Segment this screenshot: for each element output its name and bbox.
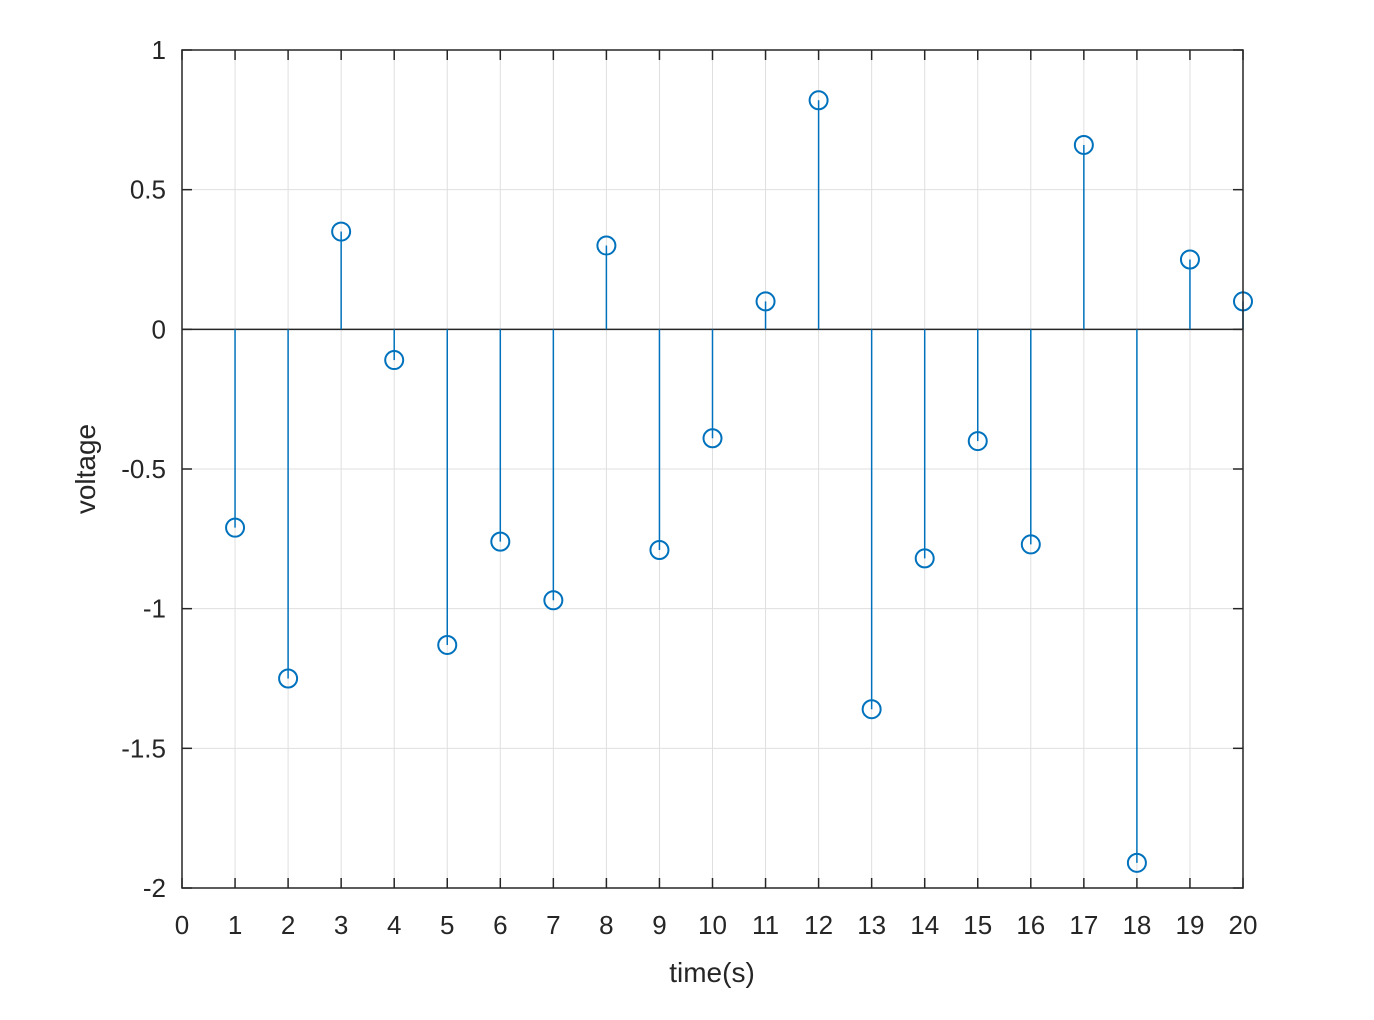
tick-marks — [181, 49, 1244, 889]
stem-marker — [649, 540, 670, 561]
x-tick-label: 19 — [1175, 910, 1204, 940]
x-tick-label: 18 — [1122, 910, 1151, 940]
stem-marker — [437, 634, 458, 655]
stem-lines — [234, 100, 1244, 863]
x-tick-label: 7 — [546, 910, 560, 940]
stem-marker — [1020, 534, 1041, 555]
y-axis-label: voltage — [70, 424, 101, 514]
stem-marker — [543, 590, 564, 611]
stem-marker — [914, 548, 935, 569]
stem-marker — [384, 350, 405, 371]
x-tick-label: 5 — [440, 910, 454, 940]
stem-marker — [755, 291, 776, 312]
data-markers — [225, 90, 1253, 873]
x-axis-label: time(s) — [669, 957, 755, 988]
stem-marker — [1073, 134, 1094, 155]
stem-marker — [702, 428, 723, 449]
x-tick-label: 16 — [1016, 910, 1045, 940]
stem-marker — [967, 431, 988, 452]
stem-marker — [1179, 249, 1200, 270]
stem-marker — [1126, 852, 1147, 873]
x-tick-label: 11 — [752, 910, 779, 940]
x-tick-label: 8 — [599, 910, 613, 940]
x-tick-label: 2 — [281, 910, 295, 940]
x-tick-labels: 0 1 2 3 4 5 6 7 8 9 10 11 12 13 14 15 16 17 18 19 20 — [175, 910, 1258, 940]
stem-marker — [278, 668, 299, 689]
y-tick-label: -1 — [143, 594, 166, 624]
x-tick-label: 0 — [175, 910, 189, 940]
x-tick-label: 4 — [387, 910, 401, 940]
y-tick-label: 0.5 — [130, 175, 166, 205]
stem-marker — [225, 517, 246, 538]
y-tick-label: -1.5 — [121, 733, 166, 763]
stem-marker — [808, 90, 829, 111]
x-tick-label: 13 — [857, 910, 886, 940]
x-tick-label: 1 — [228, 910, 242, 940]
stem-marker — [490, 531, 511, 552]
y-tick-labels: -2 -1.5 -1 -0.5 0 0.5 1 — [121, 35, 166, 903]
y-tick-label: -0.5 — [121, 454, 166, 484]
x-tick-label: 12 — [804, 910, 833, 940]
x-tick-label: 10 — [698, 910, 727, 940]
x-tick-label: 14 — [910, 910, 939, 940]
x-tick-label: 6 — [493, 910, 507, 940]
x-tick-label: 20 — [1229, 910, 1258, 940]
x-tick-label: 3 — [334, 910, 348, 940]
x-tick-label: 15 — [963, 910, 992, 940]
y-tick-label: 0 — [152, 314, 166, 344]
stem-marker — [861, 699, 882, 720]
stem-marker — [596, 235, 617, 256]
y-tick-label: -2 — [143, 873, 166, 903]
x-tick-label: 17 — [1069, 910, 1098, 940]
x-tick-label: 9 — [652, 910, 666, 940]
stem-marker — [331, 221, 352, 242]
y-tick-label: 1 — [152, 35, 166, 65]
